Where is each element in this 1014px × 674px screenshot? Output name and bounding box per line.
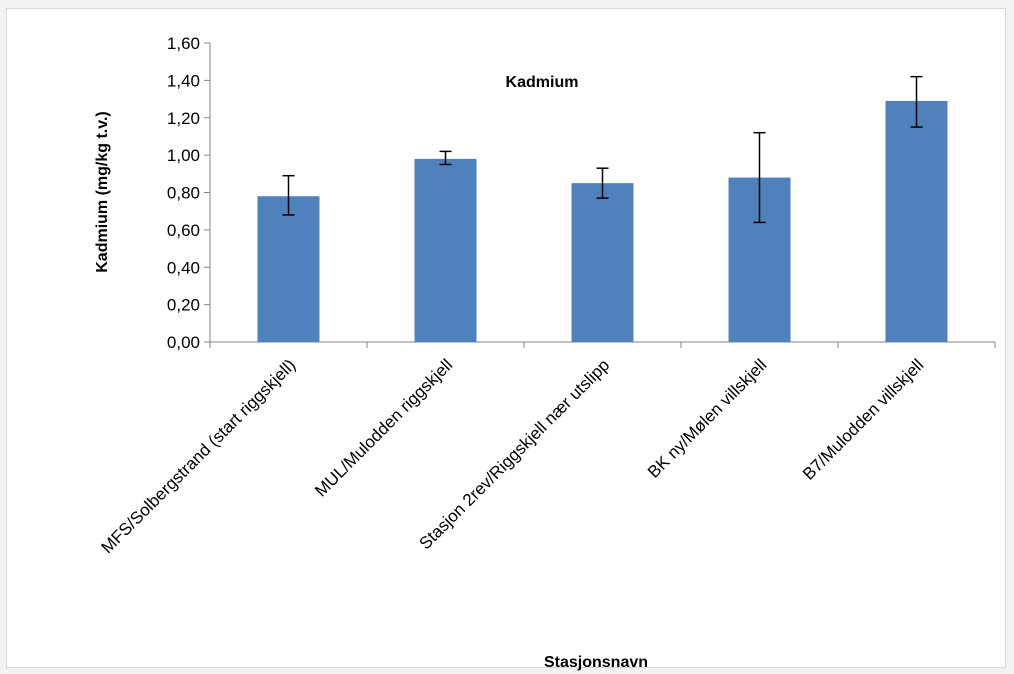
- chart-frame: [6, 8, 1006, 668]
- category-label: BK ny/Mølen villskjell: [644, 355, 770, 481]
- bar: [257, 196, 320, 342]
- y-axis-title: Kadmium (mg/kg t.v.): [94, 111, 111, 273]
- y-tick-label: 0,20: [167, 296, 200, 315]
- bar: [571, 183, 634, 342]
- category-label: Stasjon 2rev/Riggskjell nær utslipp: [415, 355, 613, 553]
- bar: [885, 100, 948, 343]
- bar: [414, 158, 477, 342]
- y-tick-label: 0,40: [167, 258, 200, 277]
- category-label: B7/Mulodden villskjell: [799, 355, 927, 483]
- y-tick-label: 0,80: [167, 184, 200, 203]
- x-axis-title: Stasjonsnavn: [544, 654, 648, 671]
- chart-title: Kadmium: [506, 74, 579, 91]
- category-label: MFS/Solbergstrand (start riggskjell): [98, 355, 300, 557]
- y-tick-label: 1,00: [167, 146, 200, 165]
- y-tick-label: 0,60: [167, 221, 200, 240]
- y-tick-label: 1,20: [167, 109, 200, 128]
- y-tick-label: 0,00: [167, 333, 200, 352]
- y-tick-label: 1,60: [167, 34, 200, 53]
- y-tick-label: 1,40: [167, 71, 200, 90]
- category-label: MUL/Mulodden riggskjell: [311, 355, 456, 500]
